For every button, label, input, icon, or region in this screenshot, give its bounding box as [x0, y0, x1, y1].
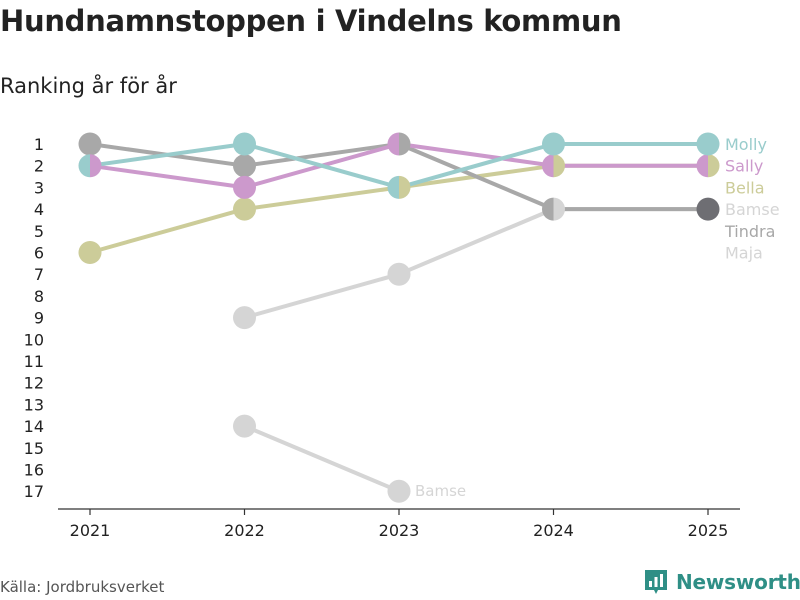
series-end-label: Tindra: [724, 222, 775, 241]
y-tick-label: 10: [24, 330, 44, 349]
marker-maja: [387, 262, 411, 286]
marker-maja-tindra: [696, 197, 720, 221]
y-tick-label: 15: [24, 439, 44, 458]
y-tick-label: 13: [24, 395, 44, 414]
y-tick-label: 12: [24, 374, 44, 393]
y-tick-label: 9: [34, 309, 44, 328]
marker-bamse: [387, 479, 411, 503]
series-end-label: Molly: [725, 135, 767, 154]
marker-left-half-tindra-sally: [387, 132, 399, 156]
series-end-label: Bella: [725, 178, 765, 197]
y-tick-label: 11: [24, 352, 44, 371]
marker-bamse: [233, 414, 256, 438]
marker-right-half-bella-sally: [708, 154, 720, 178]
y-tick-label: 7: [34, 265, 44, 284]
marker-molly: [233, 132, 256, 156]
series-line-bamse: [242, 424, 401, 494]
x-tick-label: 2022: [224, 521, 265, 540]
x-tick-label: 2023: [379, 521, 420, 540]
y-tick-label: 5: [34, 222, 44, 241]
source-note: Källa: Jordbruksverket: [0, 578, 165, 596]
y-tick-label: 2: [34, 157, 44, 176]
x-tick-label: 2025: [688, 521, 729, 540]
y-tick-label: 4: [34, 200, 44, 219]
brand-name: Newsworthy: [676, 570, 800, 594]
chart-subtitle: Ranking år för år: [0, 74, 177, 98]
y-tick-label: 16: [24, 461, 44, 480]
marker-left-half-maja-tindra: [542, 197, 554, 221]
marker-right-half-maja-tindra: [553, 197, 565, 221]
y-tick-label: 17: [24, 482, 44, 501]
marker-right-half-tindra-sally: [399, 132, 411, 156]
x-tick-label: 2024: [533, 521, 574, 540]
newsworthy-logo-icon: [645, 570, 667, 594]
marker-right-half-bella-molly: [399, 175, 411, 199]
marker-left-half-bella-sally: [542, 154, 554, 178]
y-tick-label: 8: [34, 287, 44, 306]
marker-bella: [78, 241, 102, 264]
marker-sally: [233, 175, 256, 199]
marker-molly: [542, 132, 565, 156]
y-tick-label: 6: [34, 244, 44, 263]
chart-title: Hundnamnstoppen i Vindelns kommun: [0, 4, 622, 38]
series-end-label: Bamse: [725, 200, 780, 219]
marker-bella: [233, 197, 256, 221]
series-end-label: Maja: [725, 244, 763, 263]
series-inline-label: Bamse: [415, 482, 466, 500]
series-end-label: Sally: [725, 157, 763, 176]
y-tick-label: 3: [34, 178, 44, 197]
y-tick-label: 1: [34, 135, 44, 154]
marker-left-half-bella-sally: [696, 154, 708, 178]
marker-left-half-bella-molly: [387, 175, 399, 199]
marker-left-half-sally-molly: [78, 154, 90, 178]
x-tick-label: 2021: [70, 521, 111, 540]
marker-molly: [696, 132, 720, 156]
marker-tindra: [233, 154, 256, 178]
series-line-maja: [242, 207, 710, 320]
marker-tindra: [78, 132, 102, 156]
marker-right-half-sally-molly: [90, 154, 102, 178]
y-tick-label: 14: [24, 417, 44, 436]
marker-maja: [233, 306, 256, 330]
brand-logo: Newsworthy: [644, 569, 800, 595]
marker-right-half-bella-sally: [553, 154, 565, 178]
